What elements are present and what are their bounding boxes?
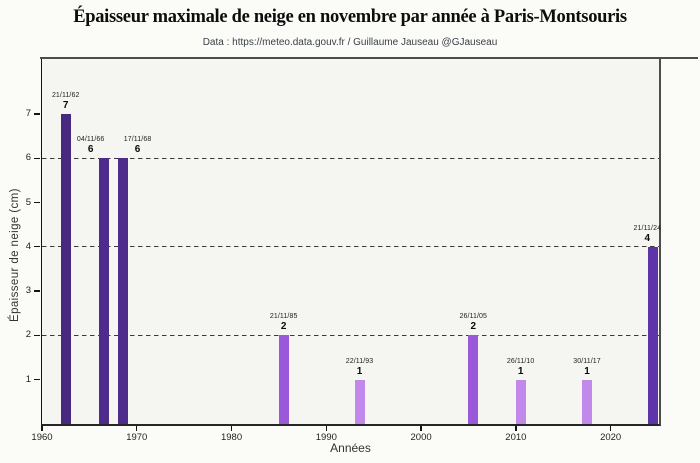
y-tick-label: 1	[25, 373, 31, 385]
gridline	[42, 246, 659, 248]
y-tick-mark	[34, 246, 40, 248]
x-tick-label: 1970	[126, 432, 148, 443]
y-tick-mark	[34, 379, 40, 381]
chart-subtitle: Data : https://meteo.data.gouv.fr / Guil…	[202, 37, 498, 48]
x-tick-label: 2000	[410, 432, 432, 443]
bar-label: 30/11/17 1	[542, 357, 632, 378]
bar-date-label: 22/11/93	[345, 357, 374, 365]
y-tick-mark	[34, 290, 40, 292]
y-tick-label: 2	[25, 329, 31, 341]
bar-value-label: 1	[356, 365, 363, 377]
bar-label: 21/11/62 7	[21, 91, 111, 112]
chart-title: Épaisseur maximale de neige en novembre …	[73, 7, 627, 27]
bar-date-label: 26/11/10	[506, 357, 535, 365]
bar	[581, 379, 592, 424]
x-tick-mark	[41, 426, 43, 431]
bar	[60, 113, 71, 424]
bar-label: 26/11/10 1	[476, 357, 566, 378]
bar-value-label: 6	[134, 144, 141, 156]
x-tick-mark	[420, 426, 422, 431]
x-tick-label: 2020	[600, 432, 622, 443]
y-tick-label: 6	[25, 152, 31, 164]
bar-value-label: 7	[62, 99, 69, 111]
x-axis-title: Années	[330, 441, 371, 455]
x-tick-label: 1960	[31, 432, 53, 443]
x-tick-label: 1980	[220, 432, 243, 443]
bar	[515, 379, 526, 424]
bar-label: 21/11/24 4	[602, 224, 692, 245]
y-tick-label: 4	[25, 240, 31, 252]
x-tick-label: 2010	[505, 432, 527, 443]
bar-label: 17/11/68 6	[93, 135, 183, 156]
bar-date-label: 21/11/85	[269, 313, 298, 321]
header-separator-line	[40, 57, 698, 59]
bar-date-label: 17/11/68	[123, 136, 152, 144]
y-tick-mark	[34, 201, 40, 204]
bar	[468, 335, 479, 424]
y-tick-mark	[34, 157, 40, 159]
y-tick-mark	[34, 334, 40, 337]
bar-date-label: 21/11/62	[51, 91, 80, 99]
bar-label: 26/11/05 2	[428, 312, 518, 333]
x-tick-mark	[610, 426, 612, 431]
y-tick-label: 3	[25, 285, 31, 297]
gridline	[42, 334, 659, 336]
y-tick-label: 7	[25, 107, 31, 119]
x-tick-label: 1990	[315, 432, 337, 443]
bar	[117, 158, 128, 424]
x-tick-mark	[230, 426, 233, 431]
bar-date-label: 04/11/66	[76, 136, 105, 144]
bar-date-label: 26/11/05	[459, 313, 487, 321]
bar-label: 21/11/85 2	[239, 312, 329, 333]
bar-value-label: 2	[280, 321, 287, 333]
bar-value-label: 1	[517, 365, 524, 377]
y-tick-label: 5	[25, 196, 31, 208]
bar	[98, 158, 109, 424]
bar-value-label: 1	[584, 365, 590, 377]
bar-label: 22/11/93 1	[315, 357, 405, 378]
gridline	[42, 157, 659, 159]
y-tick-mark	[34, 113, 40, 115]
bar	[648, 246, 659, 424]
x-tick-mark	[136, 426, 138, 431]
y-axis-title: Épaisseur de neige (cm)	[9, 188, 21, 322]
bar-date-label: 30/11/17	[573, 357, 601, 365]
bar-value-label: 6	[87, 144, 94, 156]
bar-date-label: 21/11/24	[633, 224, 662, 232]
bar-value-label: 2	[470, 321, 477, 333]
bar	[354, 379, 365, 424]
x-tick-mark	[515, 426, 517, 431]
x-tick-mark	[325, 426, 327, 431]
bar-value-label: 4	[644, 232, 651, 244]
bar	[278, 335, 289, 424]
bar-label: 04/11/66 6	[46, 135, 136, 156]
plot-area: 1 2 3 4 5 6 7 1960 1970 1980 1990 2000 2010 2020 21/11…	[26, 59, 661, 443]
